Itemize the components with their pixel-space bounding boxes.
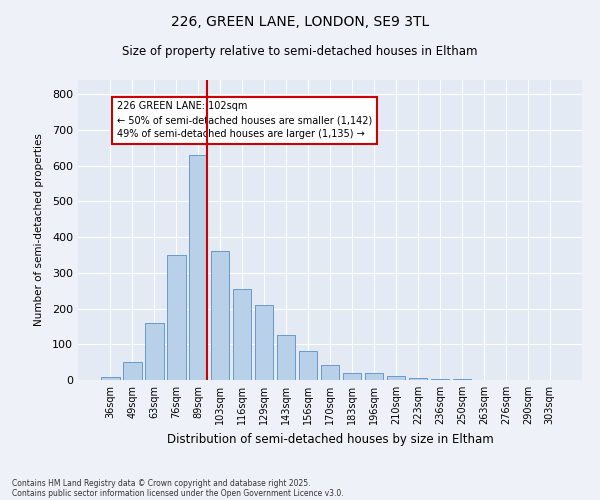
Bar <box>343 373 361 380</box>
Bar <box>409 378 427 380</box>
Bar <box>299 352 317 380</box>
Y-axis label: Number of semi-detached properties: Number of semi-detached properties <box>34 134 44 326</box>
Bar <box>211 252 229 380</box>
Text: Contains HM Land Registry data © Crown copyright and database right 2025.: Contains HM Land Registry data © Crown c… <box>12 478 311 488</box>
X-axis label: Distribution of semi-detached houses by size in Eltham: Distribution of semi-detached houses by … <box>167 432 493 446</box>
Bar <box>255 305 274 380</box>
Bar <box>123 362 142 380</box>
Text: 226 GREEN LANE: 102sqm
← 50% of semi-detached houses are smaller (1,142)
49% of : 226 GREEN LANE: 102sqm ← 50% of semi-det… <box>117 102 372 140</box>
Bar <box>277 336 295 380</box>
Bar <box>189 155 208 380</box>
Bar <box>167 255 185 380</box>
Bar <box>320 365 340 380</box>
Text: 226, GREEN LANE, LONDON, SE9 3TL: 226, GREEN LANE, LONDON, SE9 3TL <box>171 15 429 29</box>
Bar <box>365 373 383 380</box>
Bar <box>233 289 251 380</box>
Bar <box>145 323 164 380</box>
Bar <box>101 377 119 380</box>
Bar <box>431 379 449 380</box>
Text: Contains public sector information licensed under the Open Government Licence v3: Contains public sector information licen… <box>12 488 344 498</box>
Bar <box>386 376 405 380</box>
Text: Size of property relative to semi-detached houses in Eltham: Size of property relative to semi-detach… <box>122 45 478 58</box>
